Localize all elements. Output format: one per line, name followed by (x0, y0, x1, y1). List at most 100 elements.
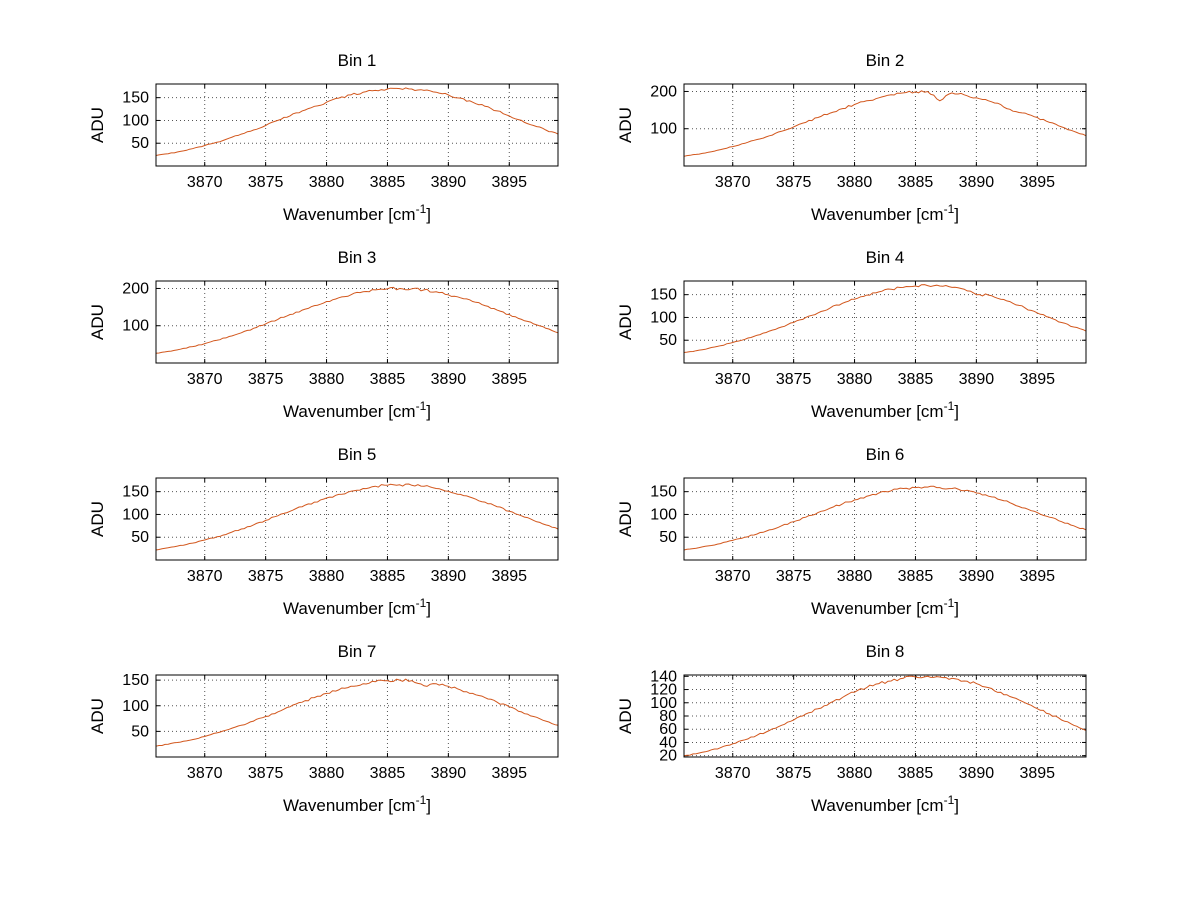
x-tick-label: 3885 (898, 174, 934, 191)
x-tick-label: 3890 (959, 174, 995, 191)
y-tick-label: 100 (122, 112, 149, 129)
x-tick-label: 3895 (491, 568, 527, 585)
y-tick-label: 100 (650, 309, 677, 326)
y-tick-label: 100 (650, 121, 677, 138)
spectrum-line (155, 483, 559, 551)
x-tick-label: 3875 (248, 371, 284, 388)
y-tick-label: 100 (122, 506, 149, 523)
y-tick-label: 100 (650, 695, 677, 712)
y-tick-label: 50 (659, 332, 677, 349)
spectrum-line (683, 485, 1087, 551)
y-tick-label: 80 (659, 708, 677, 725)
subplot-bin-3: 3870 3875 3880 3885 3890 3895 100 200 Bin 3 ADU Wa… (88, 248, 559, 421)
subplot-title: Bin 5 (338, 445, 377, 464)
plot-box (155, 674, 559, 758)
y-tick-label: 140 (650, 668, 677, 685)
subplot-bin-8: 3870 3875 3880 3885 3890 3895 2040608010012014… (616, 642, 1087, 815)
x-tick-label: 3895 (491, 174, 527, 191)
x-tick-label: 3880 (837, 568, 873, 585)
plot-box (683, 280, 1087, 364)
y-tick-label: 120 (650, 682, 677, 699)
plot-box (155, 477, 559, 561)
y-axis-label: ADU (616, 304, 635, 340)
x-tick-label: 3890 (431, 371, 467, 388)
y-tick-label: 100 (122, 698, 149, 715)
x-tick-label: 3880 (837, 174, 873, 191)
x-tick-label: 3870 (187, 568, 223, 585)
plot-box (155, 83, 559, 167)
y-tick-label: 100 (122, 318, 149, 335)
plot-box (683, 477, 1087, 561)
subplot-title: Bin 6 (866, 445, 905, 464)
spectrum-line (155, 87, 559, 156)
y-tick-label: 150 (650, 287, 677, 304)
x-tick-label: 3880 (309, 174, 345, 191)
x-tick-label: 3870 (715, 765, 751, 782)
spectrum-line (683, 284, 1087, 353)
y-tick-label: 150 (122, 672, 149, 689)
x-tick-label: 3885 (370, 765, 406, 782)
x-tick-label: 3870 (715, 174, 751, 191)
subplot-title: Bin 7 (338, 642, 377, 661)
x-tick-label: 3890 (959, 765, 995, 782)
x-axis-label: Wavenumber [cm-1] (283, 399, 431, 421)
plot-box (683, 674, 1087, 758)
x-tick-label: 3880 (309, 568, 345, 585)
x-tick-label: 3870 (187, 765, 223, 782)
spectrum-line (683, 675, 1087, 757)
y-tick-label: 50 (131, 135, 149, 152)
y-tick-label: 100 (650, 506, 677, 523)
spectrum-line (155, 678, 559, 747)
x-tick-label: 3885 (898, 568, 934, 585)
x-axis-label: Wavenumber [cm-1] (811, 202, 959, 224)
x-axis-label: Wavenumber [cm-1] (811, 793, 959, 815)
x-tick-label: 3870 (187, 371, 223, 388)
x-tick-label: 3885 (898, 371, 934, 388)
y-axis-label: ADU (88, 698, 107, 734)
subplot-title: Bin 8 (866, 642, 905, 661)
x-tick-label: 3885 (370, 174, 406, 191)
subplot-bin-2: 3870 3875 3880 3885 3890 3895 100 200 Bin 2 ADU Wa… (616, 51, 1087, 224)
y-tick-label: 50 (131, 723, 149, 740)
x-tick-label: 3880 (837, 371, 873, 388)
subplot-bin-1: 3870 3875 3880 3885 3890 3895 50 100 150 Bin 1 ADU… (88, 51, 559, 224)
plot-box (155, 280, 559, 364)
x-axis-label: Wavenumber [cm-1] (811, 596, 959, 618)
subplot-title: Bin 3 (338, 248, 377, 267)
y-tick-label: 50 (131, 529, 149, 546)
x-tick-label: 3880 (837, 765, 873, 782)
x-axis-label: Wavenumber [cm-1] (283, 202, 431, 224)
subplot-bin-5: 3870 3875 3880 3885 3890 3895 50 100 150 Bin 5 ADU… (88, 445, 559, 618)
x-tick-label: 3895 (491, 371, 527, 388)
x-tick-label: 3890 (431, 568, 467, 585)
x-tick-label: 3875 (776, 371, 812, 388)
y-axis-label: ADU (616, 698, 635, 734)
x-tick-label: 3890 (431, 765, 467, 782)
x-tick-label: 3880 (309, 371, 345, 388)
x-tick-label: 3875 (248, 174, 284, 191)
y-axis-label: ADU (616, 107, 635, 143)
subplot-bin-7: 3870 3875 3880 3885 3890 3895 50 100 150 Bin 7 ADU… (88, 642, 559, 815)
x-tick-label: 3875 (776, 765, 812, 782)
subplot-title: Bin 1 (338, 51, 377, 70)
y-tick-label: 150 (122, 484, 149, 501)
x-tick-label: 3880 (309, 765, 345, 782)
y-axis-label: ADU (88, 107, 107, 143)
y-tick-label: 20 (659, 748, 677, 765)
subplot-title: Bin 2 (866, 51, 905, 70)
y-axis-label: ADU (88, 501, 107, 537)
y-tick-label: 60 (659, 721, 677, 738)
y-axis-label: ADU (88, 304, 107, 340)
x-tick-label: 3895 (491, 765, 527, 782)
x-tick-label: 3890 (431, 174, 467, 191)
x-tick-label: 3895 (1019, 174, 1055, 191)
y-tick-label: 200 (650, 83, 677, 100)
x-tick-label: 3895 (1019, 765, 1055, 782)
x-tick-label: 3875 (776, 568, 812, 585)
x-tick-label: 3870 (187, 174, 223, 191)
y-axis-label: ADU (616, 501, 635, 537)
y-tick-label: 40 (659, 734, 677, 751)
y-tick-label: 150 (650, 484, 677, 501)
x-axis-label: Wavenumber [cm-1] (283, 596, 431, 618)
